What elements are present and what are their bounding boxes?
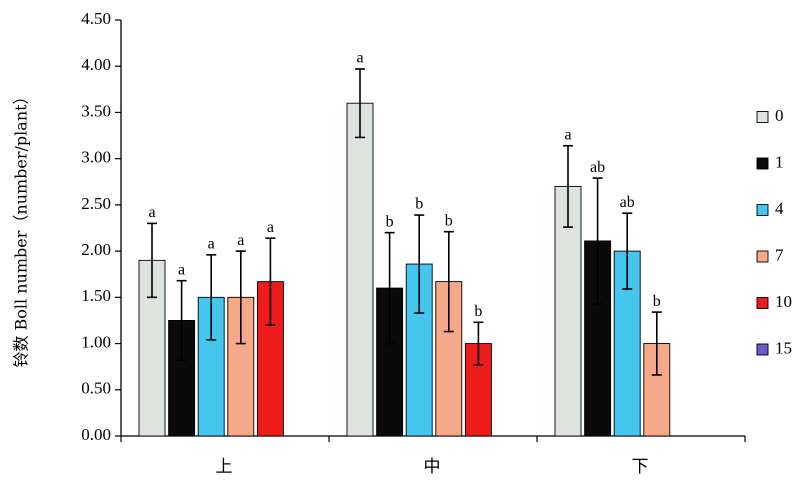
significance-label: a: [208, 235, 215, 252]
significance-label: a: [148, 204, 155, 221]
significance-label: b: [415, 196, 423, 213]
significance-label: a: [237, 232, 244, 249]
y-tick-labels: 0.00 0.50 1.00 1.50 2.00 2.50 3.00 3.50 4.00 4.50: [81, 9, 111, 444]
significance-label: b: [474, 303, 482, 320]
legend: 0 1 4 7 10 15: [756, 106, 792, 357]
y-axis-label: 铃数 Boll number（number/plant）: [12, 88, 31, 367]
legend-swatch: [756, 297, 769, 309]
significance-label: b: [653, 293, 661, 310]
legend-label: 4: [775, 199, 784, 218]
legend-label: 7: [775, 245, 784, 264]
legend-swatch: [756, 111, 769, 123]
significance-label: ab: [620, 194, 635, 211]
bar-0: [346, 102, 374, 437]
significance-label: a: [356, 50, 363, 67]
x-axis: [120, 435, 746, 442]
significance-label: b: [445, 212, 453, 229]
y-tick-label: 2.00: [81, 240, 111, 259]
y-tick-label: 2.50: [81, 194, 111, 213]
category-label: 下: [632, 457, 649, 477]
bar-0: [138, 259, 166, 437]
category-label: 上: [216, 457, 233, 477]
y-tick-label: 3.00: [81, 148, 111, 167]
category-label: 中: [424, 457, 441, 477]
y-tick-label: 4.00: [81, 55, 111, 74]
y-tick-label: 3.50: [81, 101, 111, 120]
y-tick-label: 1.00: [81, 332, 111, 351]
y-tick-label: 0.00: [81, 425, 111, 444]
significance-label: b: [386, 213, 394, 230]
y-tick-label: 4.50: [81, 9, 111, 28]
legend-label: 15: [775, 338, 792, 357]
legend-swatch: [756, 204, 769, 216]
legend-label: 1: [775, 152, 784, 171]
significance-label: a: [564, 126, 571, 143]
y-tick-label: 0.50: [81, 379, 111, 398]
significance-label: a: [178, 261, 185, 278]
significance-label: a: [267, 219, 274, 236]
category-labels: 上中下: [216, 457, 649, 477]
y-axis: [115, 19, 122, 437]
y-tick-label: 1.50: [81, 286, 111, 305]
legend-label: 10: [775, 292, 792, 311]
legend-swatch: [756, 157, 769, 170]
significance-label: ab: [590, 159, 605, 176]
legend-swatch: [756, 343, 769, 356]
legend-label: 0: [775, 106, 784, 125]
legend-swatch: [756, 250, 769, 263]
